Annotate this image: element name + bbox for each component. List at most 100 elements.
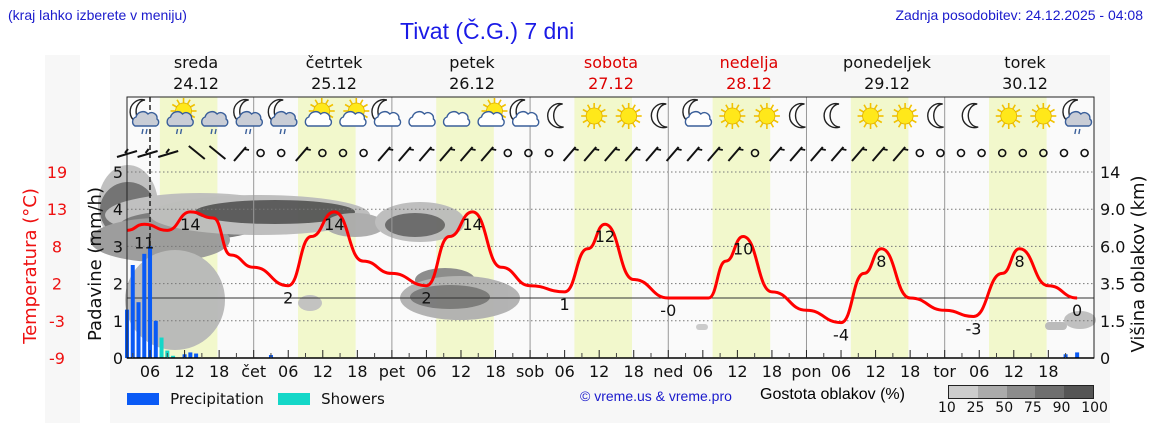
page-title: Tivat (Č.G.) 7 dni bbox=[400, 18, 575, 44]
day-date: 30.12 bbox=[1002, 74, 1048, 93]
density-tick: 10 bbox=[938, 400, 956, 416]
precipitation-bar bbox=[153, 320, 158, 358]
precip-tick-label: 4 bbox=[113, 200, 123, 219]
sun-icon bbox=[892, 103, 919, 129]
precipitation-bar bbox=[148, 246, 153, 358]
x-tick-label: 18 bbox=[209, 362, 229, 381]
sun-cloud-icon bbox=[304, 98, 335, 127]
temperature-value-label: -0 bbox=[660, 301, 676, 320]
daylight-band bbox=[850, 97, 909, 358]
temperature-value-label: 2 bbox=[283, 289, 293, 308]
x-tick-label: 06 bbox=[693, 362, 713, 381]
legend-showers: Showers bbox=[278, 388, 385, 408]
cloud-density-ticks: 10 25 50 75 90 100 bbox=[938, 400, 1108, 416]
x-tick-label: pon bbox=[791, 362, 821, 381]
x-tick-label: 06 bbox=[831, 362, 851, 381]
moon-cloud-rain-icon bbox=[129, 98, 160, 135]
density-swatch-25 bbox=[977, 386, 1007, 398]
x-tick-label: ned bbox=[653, 362, 683, 381]
sun-icon bbox=[753, 103, 780, 129]
x-tick-label: 18 bbox=[900, 362, 920, 381]
precipitation-swatch bbox=[127, 392, 159, 405]
day-name: sreda bbox=[173, 53, 219, 72]
day-header-sreda: sreda 24.12 bbox=[131, 52, 261, 94]
location-hint: (kraj lahko izberete v meniju) bbox=[8, 7, 187, 23]
daylight-band bbox=[712, 97, 771, 358]
cloud-icon bbox=[408, 111, 436, 127]
day-date: 28.12 bbox=[726, 74, 772, 93]
showers-bar bbox=[159, 337, 164, 358]
temperature-value-label: 8 bbox=[1014, 252, 1024, 271]
x-tick-label: 06 bbox=[554, 362, 574, 381]
precipitation-bar bbox=[130, 265, 135, 358]
sun-icon bbox=[615, 103, 642, 129]
showers-bar bbox=[171, 355, 176, 358]
x-tick-label: 12 bbox=[865, 362, 885, 381]
x-tick-label: 12 bbox=[589, 362, 609, 381]
sun-icon bbox=[857, 103, 884, 129]
temperature-value-label: 2 bbox=[421, 289, 431, 308]
day-date: 26.12 bbox=[449, 74, 495, 93]
temperature-value-label: 14 bbox=[462, 215, 482, 234]
temperature-value-label: -4 bbox=[833, 326, 849, 345]
x-tick-label: 18 bbox=[624, 362, 644, 381]
moon-icon bbox=[547, 102, 564, 129]
temp-tick-label: -9 bbox=[49, 349, 65, 368]
x-tick-label: 06 bbox=[969, 362, 989, 381]
temp-tick-label: 8 bbox=[52, 237, 62, 256]
cloud-density-scale bbox=[948, 385, 1094, 399]
x-tick-label: 18 bbox=[1038, 362, 1058, 381]
x-tick-label: pet bbox=[379, 362, 405, 381]
day-header-nedelja: nedelja 28.12 bbox=[684, 52, 814, 94]
day-name: sobota bbox=[583, 53, 639, 72]
moon-icon bbox=[788, 102, 806, 129]
cloud-tick-label: 3.5 bbox=[1100, 275, 1125, 294]
x-tick-label: 06 bbox=[278, 362, 298, 381]
density-tick: 25 bbox=[966, 400, 985, 416]
x-tick-label: 06 bbox=[140, 362, 160, 381]
precipitation-bar bbox=[188, 352, 193, 358]
day-header-četrtek: četrtek 25.12 bbox=[269, 52, 399, 94]
temp-tick-label: 2 bbox=[52, 275, 62, 294]
sun-icon bbox=[1030, 103, 1057, 129]
temp-tick-label: -3 bbox=[49, 312, 65, 331]
day-name: ponedeljek bbox=[843, 53, 931, 72]
precip-tick-label: 0 bbox=[113, 349, 123, 368]
day-date: 24.12 bbox=[173, 74, 219, 93]
credit-link[interactable]: © vreme.us & vreme.pro bbox=[580, 388, 732, 404]
sun-cloud-rain-icon bbox=[166, 98, 197, 135]
day-date: 25.12 bbox=[311, 74, 357, 93]
moon-cloud-rain-icon bbox=[1062, 98, 1093, 135]
precip-tick-label: 5 bbox=[113, 163, 123, 182]
precip-tick-label: 3 bbox=[113, 237, 123, 256]
day-header-sobota: sobota 27.12 bbox=[546, 52, 676, 94]
precipitation-bar bbox=[142, 253, 147, 358]
x-tick-label: 18 bbox=[762, 362, 782, 381]
temperature-value-label: 8 bbox=[876, 252, 886, 271]
density-swatch-10 bbox=[949, 386, 978, 398]
sun-icon bbox=[719, 103, 746, 129]
moon-cloud-icon bbox=[682, 98, 713, 127]
precipitation-bar bbox=[194, 353, 199, 358]
moon-icon bbox=[650, 102, 668, 129]
day-name: četrtek bbox=[305, 53, 363, 72]
day-header-torek: torek 30.12 bbox=[960, 52, 1090, 94]
day-date: 27.12 bbox=[588, 74, 634, 93]
temperature-line bbox=[126, 210, 1078, 325]
x-tick-label: 12 bbox=[727, 362, 747, 381]
x-tick-label: 06 bbox=[416, 362, 436, 381]
temperature-value-label: 0 bbox=[1072, 301, 1082, 320]
wind-barbs-row bbox=[116, 145, 1089, 162]
temp-tick-label: 13 bbox=[47, 200, 67, 219]
density-tick: 75 bbox=[1023, 400, 1042, 416]
temperature-value-label: 11 bbox=[134, 233, 154, 252]
day-header-ponedeljek: ponedeljek 29.12 bbox=[822, 52, 952, 94]
precipitation-label: Precipitation bbox=[170, 389, 264, 408]
showers-label: Showers bbox=[321, 389, 385, 408]
cloud-tick-label: 9.0 bbox=[1100, 200, 1125, 219]
temperature-value-label: 12 bbox=[595, 227, 615, 246]
day-name: nedelja bbox=[719, 53, 779, 72]
precip-tick-label: 2 bbox=[113, 275, 123, 294]
moon-icon bbox=[927, 102, 944, 129]
